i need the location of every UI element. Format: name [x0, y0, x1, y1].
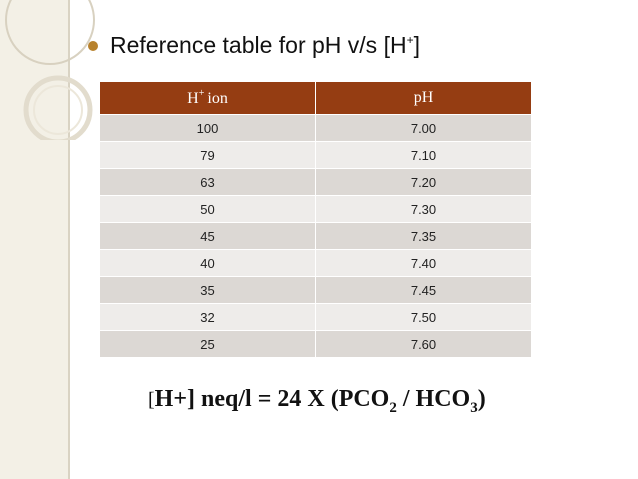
table-row: 32 7.50: [100, 303, 531, 331]
cell-ph: 7.50: [315, 303, 531, 331]
heading-text: Reference table for pH v/s [H: [110, 31, 407, 58]
header-h-label: H: [187, 90, 199, 107]
reference-table: H+ ion pH 100 7.00 79 7.10 63 7.20 50 7.30 45 7.35…: [100, 82, 531, 357]
cell-ph: 7.30: [315, 195, 531, 223]
header-h-ion: H+ ion: [100, 82, 316, 115]
table-row: 79 7.10: [100, 141, 531, 169]
table-body: 100 7.00 79 7.10 63 7.20 50 7.30 45 7.35 40 7.40 35 7…: [100, 114, 531, 357]
header-ion-label: ion: [207, 90, 228, 107]
cell-h-ion: 40: [100, 249, 316, 277]
table-row: 50 7.30: [100, 195, 531, 223]
table-row: 40 7.40: [100, 249, 531, 277]
heading-superscript: +: [406, 32, 414, 47]
formula-close: ): [477, 386, 486, 412]
table-header-row: H+ ion pH: [100, 82, 531, 115]
table-row: 100 7.00: [100, 114, 531, 142]
bullet-icon: [88, 41, 98, 51]
cell-ph: 7.45: [315, 276, 531, 304]
formula: [H+] neq/l = 24 X (PCO2 / HCO3): [148, 386, 486, 417]
table-row: 25 7.60: [100, 330, 531, 357]
cell-ph: 7.20: [315, 168, 531, 196]
table-row: 45 7.35: [100, 222, 531, 250]
cell-ph: 7.10: [315, 141, 531, 169]
formula-open-bracket: [: [148, 389, 155, 411]
decorative-circles-icon: [5, 0, 95, 140]
cell-ph: 7.00: [315, 114, 531, 142]
formula-subscript-2: 2: [389, 400, 397, 416]
cell-h-ion: 50: [100, 195, 316, 223]
cell-h-ion: 25: [100, 330, 316, 357]
heading-row: Reference table for pH v/s [H+]: [88, 30, 420, 60]
cell-ph: 7.60: [315, 330, 531, 357]
slide-heading: Reference table for pH v/s [H+]: [110, 32, 420, 59]
cell-h-ion: 63: [100, 168, 316, 196]
table-row: 63 7.20: [100, 168, 531, 196]
header-h-superscript: +: [198, 88, 205, 99]
cell-h-ion: 32: [100, 303, 316, 331]
cell-ph: 7.40: [315, 249, 531, 277]
cell-h-ion: 79: [100, 141, 316, 169]
cell-h-ion: 45: [100, 222, 316, 250]
heading-close: ]: [413, 31, 420, 58]
formula-part2: / HCO: [396, 386, 471, 412]
cell-h-ion: 100: [100, 114, 316, 142]
formula-subscript-3: 3: [470, 400, 478, 416]
cell-ph: 7.35: [315, 222, 531, 250]
cell-h-ion: 35: [100, 276, 316, 304]
table-row: 35 7.45: [100, 276, 531, 304]
header-ph: pH: [315, 82, 531, 115]
sidebar-divider: [68, 0, 70, 479]
formula-part1: H+] neq/l = 24 X (PCO: [154, 386, 390, 412]
